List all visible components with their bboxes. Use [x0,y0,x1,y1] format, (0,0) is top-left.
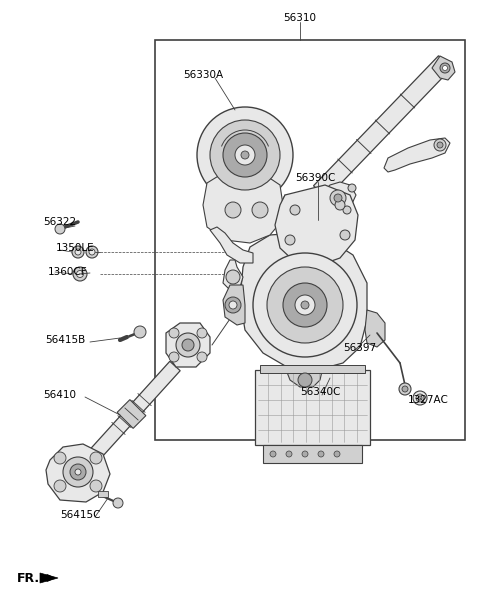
Text: 1360CF: 1360CF [48,267,88,277]
Circle shape [437,142,443,148]
Circle shape [134,326,146,338]
Bar [98,491,108,497]
Polygon shape [275,185,358,265]
Text: 56390C: 56390C [295,173,335,183]
Circle shape [334,194,342,202]
Circle shape [89,249,95,255]
Circle shape [443,66,447,71]
Circle shape [416,394,424,402]
Circle shape [169,352,179,362]
Polygon shape [203,173,283,243]
Circle shape [253,253,357,357]
Circle shape [197,328,207,338]
Circle shape [343,206,351,214]
Bar [263,445,362,463]
Circle shape [90,452,102,464]
Circle shape [318,451,324,457]
Text: 56322: 56322 [43,217,77,227]
Polygon shape [313,56,452,198]
Polygon shape [365,310,385,347]
Bar [255,370,370,445]
Text: 56340C: 56340C [300,387,340,397]
Circle shape [340,230,350,240]
Circle shape [348,184,356,192]
Circle shape [169,328,179,338]
Bar [260,365,365,373]
Circle shape [54,452,66,464]
Circle shape [210,120,280,190]
Circle shape [334,451,340,457]
Polygon shape [384,138,450,172]
Circle shape [113,498,123,508]
Circle shape [285,235,295,245]
Polygon shape [40,573,58,583]
Circle shape [252,202,268,218]
Circle shape [55,224,65,234]
Circle shape [197,107,293,203]
Circle shape [70,464,86,480]
Text: FR.: FR. [16,571,39,584]
Circle shape [301,301,309,309]
Circle shape [283,283,327,327]
Circle shape [86,246,98,258]
Polygon shape [240,233,367,370]
Circle shape [229,301,237,309]
Circle shape [226,270,240,284]
Circle shape [267,267,343,343]
Circle shape [235,145,255,165]
Text: 56415B: 56415B [45,335,85,345]
Polygon shape [318,182,356,215]
Polygon shape [83,361,180,467]
Circle shape [330,190,346,206]
Text: 56330A: 56330A [183,70,223,80]
Circle shape [241,151,249,159]
Circle shape [302,451,308,457]
Circle shape [75,249,81,255]
Text: 56310: 56310 [284,13,316,23]
Circle shape [225,297,241,313]
Polygon shape [117,400,146,429]
Circle shape [402,386,408,392]
Circle shape [286,451,292,457]
Polygon shape [223,285,245,325]
Circle shape [72,246,84,258]
Circle shape [176,333,200,357]
Polygon shape [223,260,243,290]
Circle shape [434,139,446,151]
Circle shape [298,373,312,387]
Text: 56415C: 56415C [60,510,100,520]
Circle shape [270,451,276,457]
Circle shape [225,202,241,218]
Circle shape [63,457,93,487]
Circle shape [418,396,422,400]
Circle shape [335,200,345,210]
Circle shape [197,352,207,362]
Circle shape [76,271,84,277]
Circle shape [73,267,87,281]
Circle shape [399,383,411,395]
Circle shape [90,480,102,492]
Polygon shape [166,323,210,367]
Polygon shape [210,227,253,263]
Text: 1350LE: 1350LE [56,243,94,253]
Bar [155,40,465,440]
Circle shape [440,63,450,73]
Text: 56397: 56397 [343,343,377,353]
Polygon shape [46,444,110,502]
Circle shape [75,469,81,475]
Polygon shape [285,367,323,387]
Text: 56410: 56410 [44,390,76,400]
Text: 1327AC: 1327AC [408,395,448,405]
Circle shape [413,391,427,405]
Polygon shape [432,56,455,80]
Circle shape [182,339,194,351]
Circle shape [290,205,300,215]
Circle shape [54,480,66,492]
Circle shape [295,295,315,315]
Circle shape [223,133,267,177]
